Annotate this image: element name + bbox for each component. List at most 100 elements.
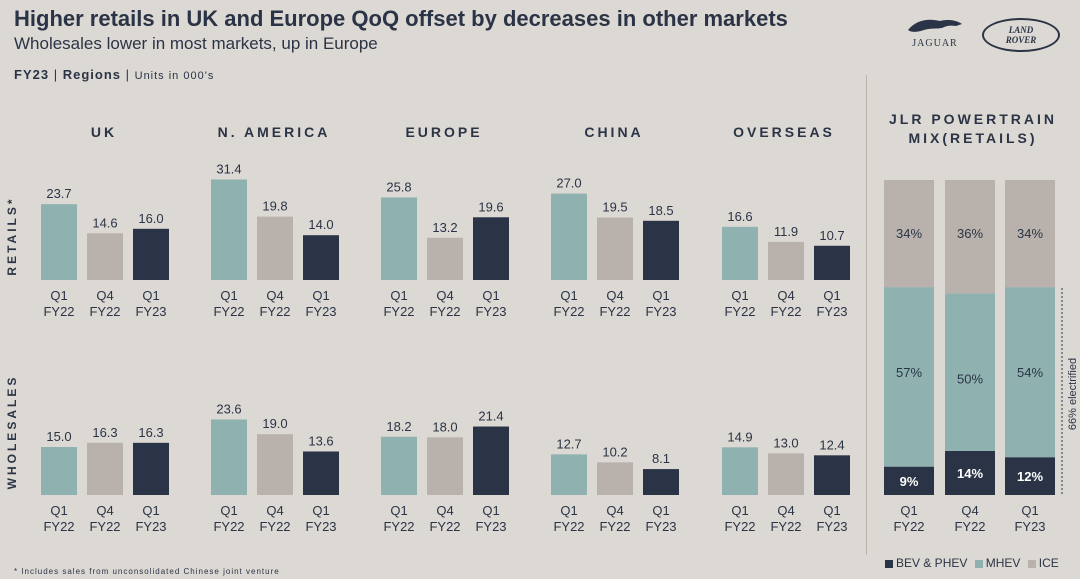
mix-q1-fy22-mhev-label: 57% <box>896 365 922 380</box>
uk-retails-q4-fy22-bar <box>87 233 123 280</box>
n-america-retails-q1-fy22-tick-bottom: FY22 <box>213 304 244 319</box>
n-america-wholesales-q1-fy23-bar <box>303 451 339 495</box>
china-retails-q4-fy22-tick-top: Q4 <box>606 288 623 303</box>
n-america-retails-q1-fy23-tick-bottom: FY23 <box>305 304 336 319</box>
china-wholesales-q4-fy22-value: 10.2 <box>602 444 627 459</box>
mix-q4-fy22-tick-bottom: FY22 <box>954 519 985 534</box>
overseas-retails-q1-fy23-tick-bottom: FY23 <box>816 304 847 319</box>
china-wholesales-q1-fy23-tick-top: Q1 <box>652 503 669 518</box>
europe-wholesales-q1-fy22-tick-top: Q1 <box>390 503 407 518</box>
n-america-retails-q4-fy22-tick-bottom: FY22 <box>259 304 290 319</box>
n-america-retails-q1-fy23-tick-top: Q1 <box>312 288 329 303</box>
europe-wholesales-q4-fy22-bar <box>427 437 463 495</box>
overseas-retails-q1-fy22-bar <box>722 226 758 280</box>
mix-q1-fy23-tick-bottom: FY23 <box>1014 519 1045 534</box>
uk-retails-q4-fy22-tick-top: Q4 <box>96 288 113 303</box>
period-label: FY23 <box>14 67 50 82</box>
uk-wholesales-q4-fy22-tick-top: Q4 <box>96 503 113 518</box>
mix-q1-fy22-bev-phev-segment <box>884 466 934 495</box>
uk-retails-q4-fy22-tick-bottom: FY22 <box>89 304 120 319</box>
mix-q4-fy22-ice-segment <box>945 180 995 294</box>
china-retails-q1-fy23-bar <box>643 220 679 280</box>
uk-retails-q1-fy23-value: 16.0 <box>138 211 163 226</box>
n-america-wholesales-q4-fy22-bar <box>257 434 293 495</box>
europe-wholesales-q1-fy22-bar <box>381 436 417 495</box>
mix-q4-fy22-mhev-label: 50% <box>957 371 983 386</box>
page-subtitle: Wholesales lower in most markets, up in … <box>14 34 378 53</box>
europe-retails-q1-fy22-bar <box>381 197 417 280</box>
mix-q1-fy23-tick-top: Q1 <box>1021 503 1038 518</box>
jaguar-logo: JAGUAR <box>912 38 958 49</box>
uk-wholesales-q1-fy23-tick-bottom: FY23 <box>135 519 166 534</box>
region-title-china: CHINA <box>584 124 644 140</box>
mix-q1-fy22-bev-phev-label: 9% <box>900 474 919 489</box>
overseas-wholesales-q4-fy22-tick-bottom: FY22 <box>770 519 801 534</box>
europe-retails-q4-fy22-tick-top: Q4 <box>436 288 453 303</box>
europe-wholesales-q4-fy22-tick-bottom: FY22 <box>429 519 460 534</box>
europe-retails-q1-fy22-value: 25.8 <box>386 179 411 194</box>
europe-wholesales-q1-fy23-bar <box>473 426 509 495</box>
china-wholesales-q1-fy22-tick-top: Q1 <box>560 503 577 518</box>
mix-q4-fy22-tick-top: Q4 <box>961 503 978 518</box>
mix-q1-fy23-mhev-segment <box>1005 287 1055 458</box>
europe-retails-q4-fy22-value: 13.2 <box>432 220 457 235</box>
europe-wholesales-q1-fy23-tick-bottom: FY23 <box>475 519 506 534</box>
uk-wholesales-q1-fy23-tick-top: Q1 <box>142 503 159 518</box>
region-title-uk: UK <box>90 124 118 140</box>
china-retails-q4-fy22-tick-bottom: FY22 <box>599 304 630 319</box>
china-wholesales-q1-fy22-value: 12.7 <box>556 436 581 451</box>
mix-q4-fy22-bev-phev-label: 14% <box>957 466 983 481</box>
mix-q1-fy23-ice-label: 34% <box>1017 226 1043 241</box>
jaguar-leaper-icon <box>908 19 962 32</box>
overseas-retails-q4-fy22-tick-top: Q4 <box>777 288 794 303</box>
n-america-retails-q1-fy22-bar <box>211 179 247 280</box>
n-america-retails-q1-fy22-tick-top: Q1 <box>220 288 237 303</box>
europe-wholesales-q1-fy22-value: 18.2 <box>386 419 411 434</box>
n-america-wholesales-q4-fy22-tick-bottom: FY22 <box>259 519 290 534</box>
page-title: Higher retails in UK and Europe QoQ offs… <box>14 6 788 31</box>
uk-wholesales-q4-fy22-value: 16.3 <box>92 425 117 440</box>
mix-q4-fy22-bev-phev-segment <box>945 450 995 495</box>
overseas-retails-q1-fy22-tick-bottom: FY22 <box>724 304 755 319</box>
china-wholesales-q1-fy22-bar <box>551 454 587 495</box>
europe-wholesales-q4-fy22-tick-top: Q4 <box>436 503 453 518</box>
n-america-wholesales-q1-fy22-tick-bottom: FY22 <box>213 519 244 534</box>
europe-retails-q1-fy22-tick-bottom: FY22 <box>383 304 414 319</box>
footnote: * Includes sales from unconsolidated Chi… <box>14 567 280 576</box>
overseas-wholesales-q4-fy22-value: 13.0 <box>773 435 798 450</box>
mix-q4-fy22-mhev-segment <box>945 293 995 451</box>
uk-retails-q1-fy23-tick-bottom: FY23 <box>135 304 166 319</box>
region-title-north-america: N. AMERICA <box>217 124 331 140</box>
n-america-wholesales-q4-fy22-value: 19.0 <box>262 416 287 431</box>
uk-wholesales-q1-fy22-tick-top: Q1 <box>50 503 67 518</box>
overseas-wholesales-q1-fy22-value: 14.9 <box>727 429 752 444</box>
uk-retails-q1-fy22-tick-bottom: FY22 <box>43 304 74 319</box>
overseas-wholesales-q1-fy22-tick-bottom: FY22 <box>724 519 755 534</box>
uk-retails-q1-fy23-bar <box>133 228 169 280</box>
overseas-wholesales-q1-fy23-tick-top: Q1 <box>823 503 840 518</box>
legend-label-mhev: MHEV <box>985 556 1021 570</box>
overseas-wholesales-q1-fy22-tick-top: Q1 <box>731 503 748 518</box>
mix-q1-fy22-ice-segment <box>884 180 934 288</box>
land-rover-logo: LAND ROVER <box>982 18 1060 52</box>
n-america-wholesales-q4-fy22-tick-top: Q4 <box>266 503 283 518</box>
legend-swatch-bev <box>885 559 893 568</box>
legend-swatch-mhev <box>974 559 983 568</box>
overseas-retails-q1-fy23-bar <box>814 245 850 280</box>
overseas-wholesales-q1-fy23-bar <box>814 455 850 495</box>
overseas-wholesales-q1-fy22-bar <box>722 447 758 495</box>
overseas-retails-q4-fy22-bar <box>768 241 804 280</box>
uk-wholesales-q1-fy22-bar <box>41 447 77 495</box>
n-america-retails-q1-fy22-value: 31.4 <box>216 162 241 177</box>
china-wholesales-q4-fy22-tick-bottom: FY22 <box>599 519 630 534</box>
mix-q1-fy23-ice-segment <box>1005 180 1055 288</box>
china-retails-q1-fy23-tick-bottom: FY23 <box>645 304 676 319</box>
china-retails-q1-fy23-tick-top: Q1 <box>652 288 669 303</box>
europe-retails-q4-fy22-bar <box>427 237 463 280</box>
uk-wholesales-q4-fy22-tick-bottom: FY22 <box>89 519 120 534</box>
uk-wholesales-q1-fy22-value: 15.0 <box>46 429 71 444</box>
europe-wholesales-q4-fy22-value: 18.0 <box>432 419 457 434</box>
china-wholesales-q1-fy23-bar <box>643 469 679 495</box>
uk-retails-q1-fy22-tick-top: Q1 <box>50 288 67 303</box>
